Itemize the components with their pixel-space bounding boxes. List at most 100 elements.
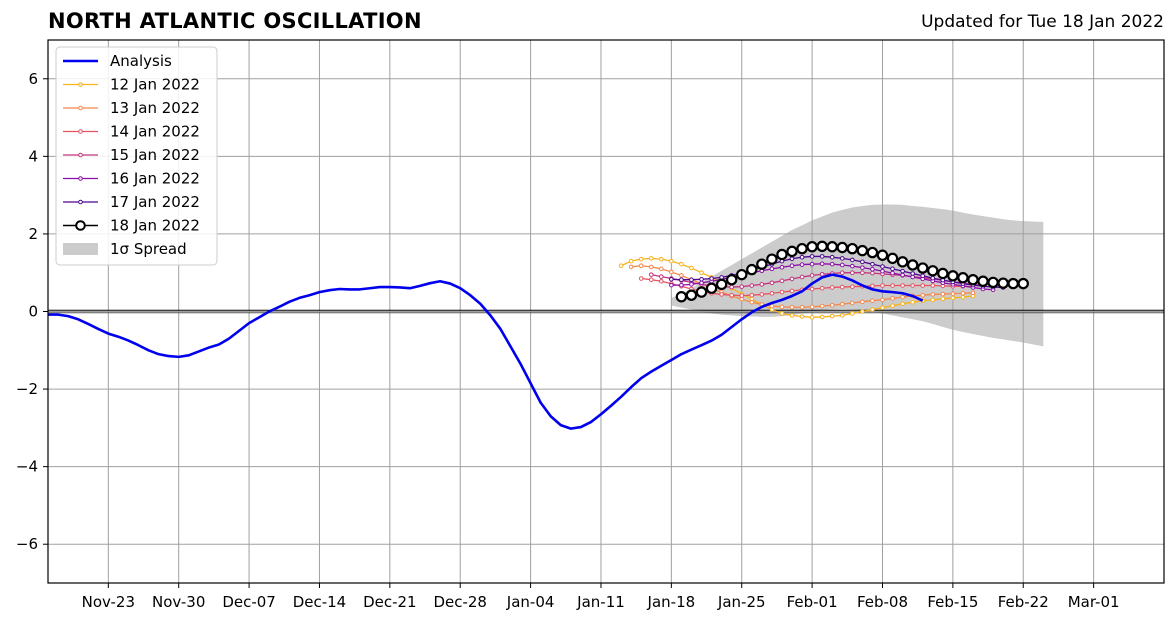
- series-point: [839, 284, 845, 290]
- series-point: [699, 270, 704, 276]
- series-point: [779, 289, 785, 295]
- series-point: [836, 241, 848, 254]
- series-point: [890, 266, 895, 272]
- series-point: [866, 246, 879, 259]
- series-point: [749, 283, 755, 288]
- series-point: [880, 297, 885, 303]
- grid-layer: [48, 40, 1164, 583]
- series-point: [786, 245, 798, 258]
- legend-marker: [78, 82, 83, 87]
- series-point: [890, 283, 895, 288]
- y-tick-label: 4: [28, 147, 38, 165]
- series-point: [900, 272, 905, 278]
- series-point: [715, 278, 728, 291]
- series-point: [906, 259, 919, 271]
- series-point: [638, 263, 644, 269]
- spread-band: [671, 204, 1044, 347]
- series-point: [850, 311, 855, 316]
- series-point: [658, 274, 664, 279]
- chart-subtitle: Updated for Tue 18 Jan 2022: [921, 12, 1164, 32]
- series-point: [977, 275, 989, 287]
- series-point: [870, 261, 875, 267]
- series-15-jan-2022: [648, 270, 986, 290]
- x-tick-label: Jan-04: [506, 593, 555, 611]
- legend-item: Analysis: [63, 52, 172, 70]
- series-point: [880, 283, 885, 288]
- x-tick-label: Dec-07: [222, 593, 276, 611]
- series-point: [839, 256, 845, 261]
- series-point: [819, 271, 825, 277]
- series-point: [689, 282, 694, 287]
- series-point: [850, 284, 855, 289]
- series-point: [870, 283, 875, 289]
- tick-layer: Nov-23 Nov-30 Dec-07 Dec-14 Dec-21 Dec-28 Jan-…: [16, 70, 1120, 611]
- series-point: [669, 282, 674, 288]
- series-point: [910, 283, 915, 288]
- series-point: [799, 262, 805, 267]
- series-point: [658, 278, 664, 284]
- series-point: [679, 277, 684, 282]
- series-point: [648, 256, 654, 261]
- series-point: [638, 276, 644, 281]
- series-point: [860, 259, 865, 265]
- series-point: [880, 268, 885, 274]
- legend-label: 1σ Spread: [110, 240, 187, 258]
- series-point: [860, 270, 865, 276]
- series-18-jan-2022: [675, 240, 1029, 303]
- x-tick-label: Feb-15: [927, 593, 978, 611]
- series-point: [870, 307, 875, 312]
- series-point: [749, 299, 755, 305]
- series-point: [850, 300, 855, 306]
- series-point: [880, 305, 885, 310]
- series-point: [799, 254, 805, 260]
- series-point: [719, 275, 724, 280]
- series-point: [900, 301, 905, 307]
- series-point: [937, 267, 949, 280]
- series-point: [900, 283, 905, 288]
- x-tick-label: Jan-11: [576, 593, 625, 611]
- x-tick-label: Feb-01: [787, 593, 838, 611]
- series-point: [860, 265, 865, 270]
- legend-item: 15 Jan 2022: [63, 146, 200, 164]
- series-point: [967, 273, 979, 286]
- series-point: [829, 261, 835, 267]
- series-point: [896, 256, 909, 268]
- series-point: [846, 242, 859, 255]
- series-point: [819, 254, 825, 259]
- x-tick-label: Dec-21: [363, 593, 417, 611]
- series-point: [819, 303, 825, 309]
- series-point: [997, 277, 1009, 289]
- series-point: [970, 290, 976, 296]
- series-point: [796, 242, 808, 255]
- series-point: [920, 292, 926, 298]
- legend: Analysis 12 Jan 2022 13 Jan 2022 14 Jan 202…: [55, 46, 218, 266]
- series-point: [776, 248, 788, 261]
- legend-item: 17 Jan 2022: [63, 193, 200, 211]
- series-point: [675, 291, 688, 303]
- series-point: [779, 264, 785, 270]
- series-point: [960, 290, 966, 296]
- series-point: [900, 294, 905, 300]
- series-point: [779, 304, 785, 310]
- series-point: [816, 240, 828, 253]
- series-point: [819, 285, 825, 291]
- series-point: [829, 302, 835, 308]
- series-point: [689, 277, 694, 282]
- series-point: [930, 283, 936, 288]
- series-point: [839, 270, 845, 276]
- series-point: [709, 276, 714, 281]
- legend-item: 12 Jan 2022: [63, 76, 200, 94]
- series-point: [839, 313, 845, 318]
- series-point: [829, 285, 835, 290]
- series-point: [799, 304, 805, 310]
- series-line: [671, 255, 1004, 289]
- legend-label: 13 Jan 2022: [110, 99, 200, 117]
- series-point: [679, 273, 684, 278]
- series-point: [876, 249, 889, 261]
- series-point: [736, 268, 748, 281]
- series-point: [749, 292, 755, 298]
- series-point: [960, 294, 966, 300]
- legend-box: [55, 46, 218, 266]
- x-tick-label: Jan-25: [717, 593, 766, 611]
